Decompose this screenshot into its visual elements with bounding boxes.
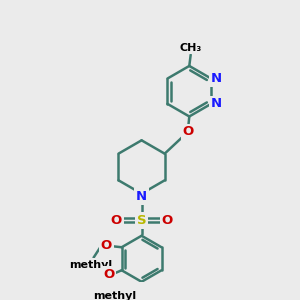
Text: methyl: methyl	[69, 260, 112, 270]
Text: S: S	[137, 214, 146, 227]
Text: methyl: methyl	[93, 291, 136, 300]
Text: O: O	[182, 125, 194, 138]
Text: O: O	[100, 239, 112, 252]
Text: O: O	[103, 268, 115, 281]
Text: N: N	[211, 97, 222, 110]
Text: N: N	[211, 72, 222, 85]
Text: CH₃: CH₃	[180, 43, 202, 53]
Text: O: O	[161, 214, 172, 227]
Text: O: O	[111, 214, 122, 227]
Text: N: N	[136, 190, 147, 203]
